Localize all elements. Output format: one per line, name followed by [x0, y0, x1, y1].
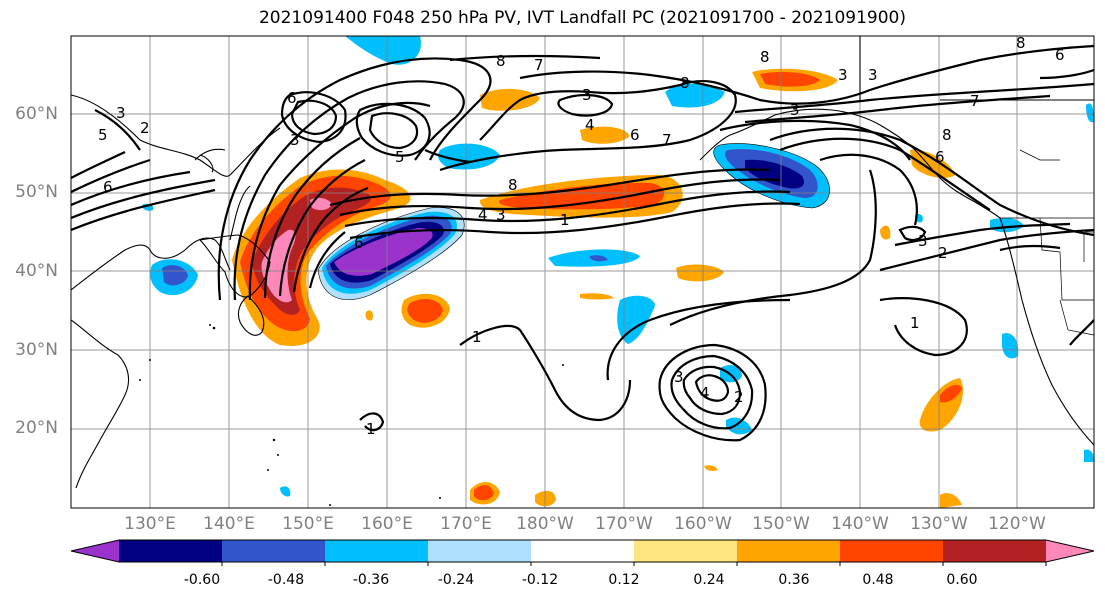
contour-label: 3: [918, 232, 928, 250]
colorbar-extend-high: [1046, 540, 1094, 562]
contour-label: 8: [760, 48, 770, 66]
colorbar-outline: [70, 539, 1095, 563]
colorbar-tick-label: 0.48: [862, 572, 894, 588]
contour-label: 3: [290, 131, 300, 149]
contour-label: 6: [354, 234, 364, 252]
positive-anomaly-shading: [232, 68, 964, 508]
lon-label: 150°W: [752, 514, 810, 534]
contour-label: 6: [1055, 46, 1065, 64]
colorbar-bin: [531, 540, 635, 562]
colorbar-tick-label: -0.24: [437, 572, 475, 588]
contour-label: 3: [674, 368, 684, 386]
contour-label: 5: [395, 148, 405, 166]
contour-label: 8: [496, 52, 506, 70]
lat-label: 30°N: [15, 340, 58, 360]
contour-label: 1: [472, 328, 482, 346]
contour-label: 1: [366, 420, 376, 438]
lon-label: 130°W: [910, 514, 968, 534]
lon-label: 180°W: [516, 514, 574, 534]
contour-label: 3: [838, 66, 848, 84]
contour-label: 7: [662, 131, 672, 149]
lon-label: 130°E: [124, 514, 176, 534]
contour-label: 6: [287, 89, 297, 107]
contour-label: 8: [942, 126, 952, 144]
contour-label: 6: [630, 126, 640, 144]
colorbar-tick-label: 0.36: [778, 572, 810, 588]
colorbar-tick-label: -0.60: [183, 572, 221, 588]
colorbar-tick-label: 0.24: [693, 572, 725, 588]
contour-label: 2: [938, 244, 948, 262]
contour-label: 4: [478, 206, 488, 224]
lat-label: 20°N: [15, 418, 58, 438]
contour-label: 8: [680, 74, 690, 92]
contour-label: 3: [868, 66, 878, 84]
contour-label: 4: [585, 116, 595, 134]
colorbar-tick-label: -0.36: [352, 572, 390, 588]
pv-contours: [71, 44, 1094, 442]
colorbar-bin: [634, 540, 738, 562]
lat-label: 50°N: [15, 182, 58, 202]
lon-label: 150°E: [282, 514, 334, 534]
contour-label: 7: [534, 56, 544, 74]
plot-frame: [70, 35, 1095, 509]
colorbar-tick-label: 0.60: [946, 572, 978, 588]
colorbar-bin: [428, 540, 532, 562]
map-title: 2021091400 F048 250 hPa PV, IVT Landfall…: [258, 8, 906, 28]
negative-contour-outlines: [317, 143, 830, 300]
lon-label: 160°E: [361, 514, 413, 534]
lon-label: 140°W: [831, 514, 889, 534]
colorbar: [70, 539, 1095, 566]
colorbar-bin: [943, 540, 1047, 562]
contour-label: 3: [790, 101, 800, 119]
colorbar-extend-low: [71, 540, 119, 562]
contour-label: 3: [116, 104, 126, 122]
coastlines: [71, 36, 1094, 489]
lon-label: 170°W: [595, 514, 653, 534]
lon-label: 160°W: [674, 514, 732, 534]
colorbar-bin: [222, 540, 326, 562]
small-islands: [139, 324, 564, 506]
colorbar-bin: [737, 540, 841, 562]
colorbar-bin: [840, 540, 944, 562]
contour-label: 2: [734, 388, 744, 406]
contour-label: 6: [935, 148, 945, 166]
lon-label: 120°W: [988, 514, 1046, 534]
colorbar-bin: [119, 540, 223, 562]
contour-label: 8: [508, 176, 518, 194]
lat-label: 40°N: [15, 261, 58, 281]
contour-label: 8: [1016, 34, 1026, 52]
contour-labels: 5 2 6 3 6 3 5 4 3 8 1 8 7 3 4 6 7 8 8 3 …: [98, 34, 1065, 438]
contour-label: 6: [103, 178, 113, 196]
colorbar-tick-label: -0.48: [267, 572, 305, 588]
contour-label: 1: [560, 211, 570, 229]
colorbar-bin: [325, 540, 429, 562]
contour-label: 2: [140, 119, 150, 137]
colorbar-tick-label: 0.12: [608, 572, 640, 588]
contour-label: 7: [970, 92, 980, 110]
lon-label: 170°E: [440, 514, 492, 534]
lat-label: 60°N: [15, 104, 58, 124]
contour-label: 3: [582, 86, 592, 104]
lon-label: 140°E: [203, 514, 255, 534]
contour-label: 1: [910, 314, 920, 332]
borders: [1000, 149, 1094, 336]
contour-label: 3: [496, 206, 506, 224]
contour-label: 5: [98, 126, 108, 144]
contour-label: 4: [700, 384, 710, 402]
colorbar-tick-label: -0.12: [521, 572, 559, 588]
